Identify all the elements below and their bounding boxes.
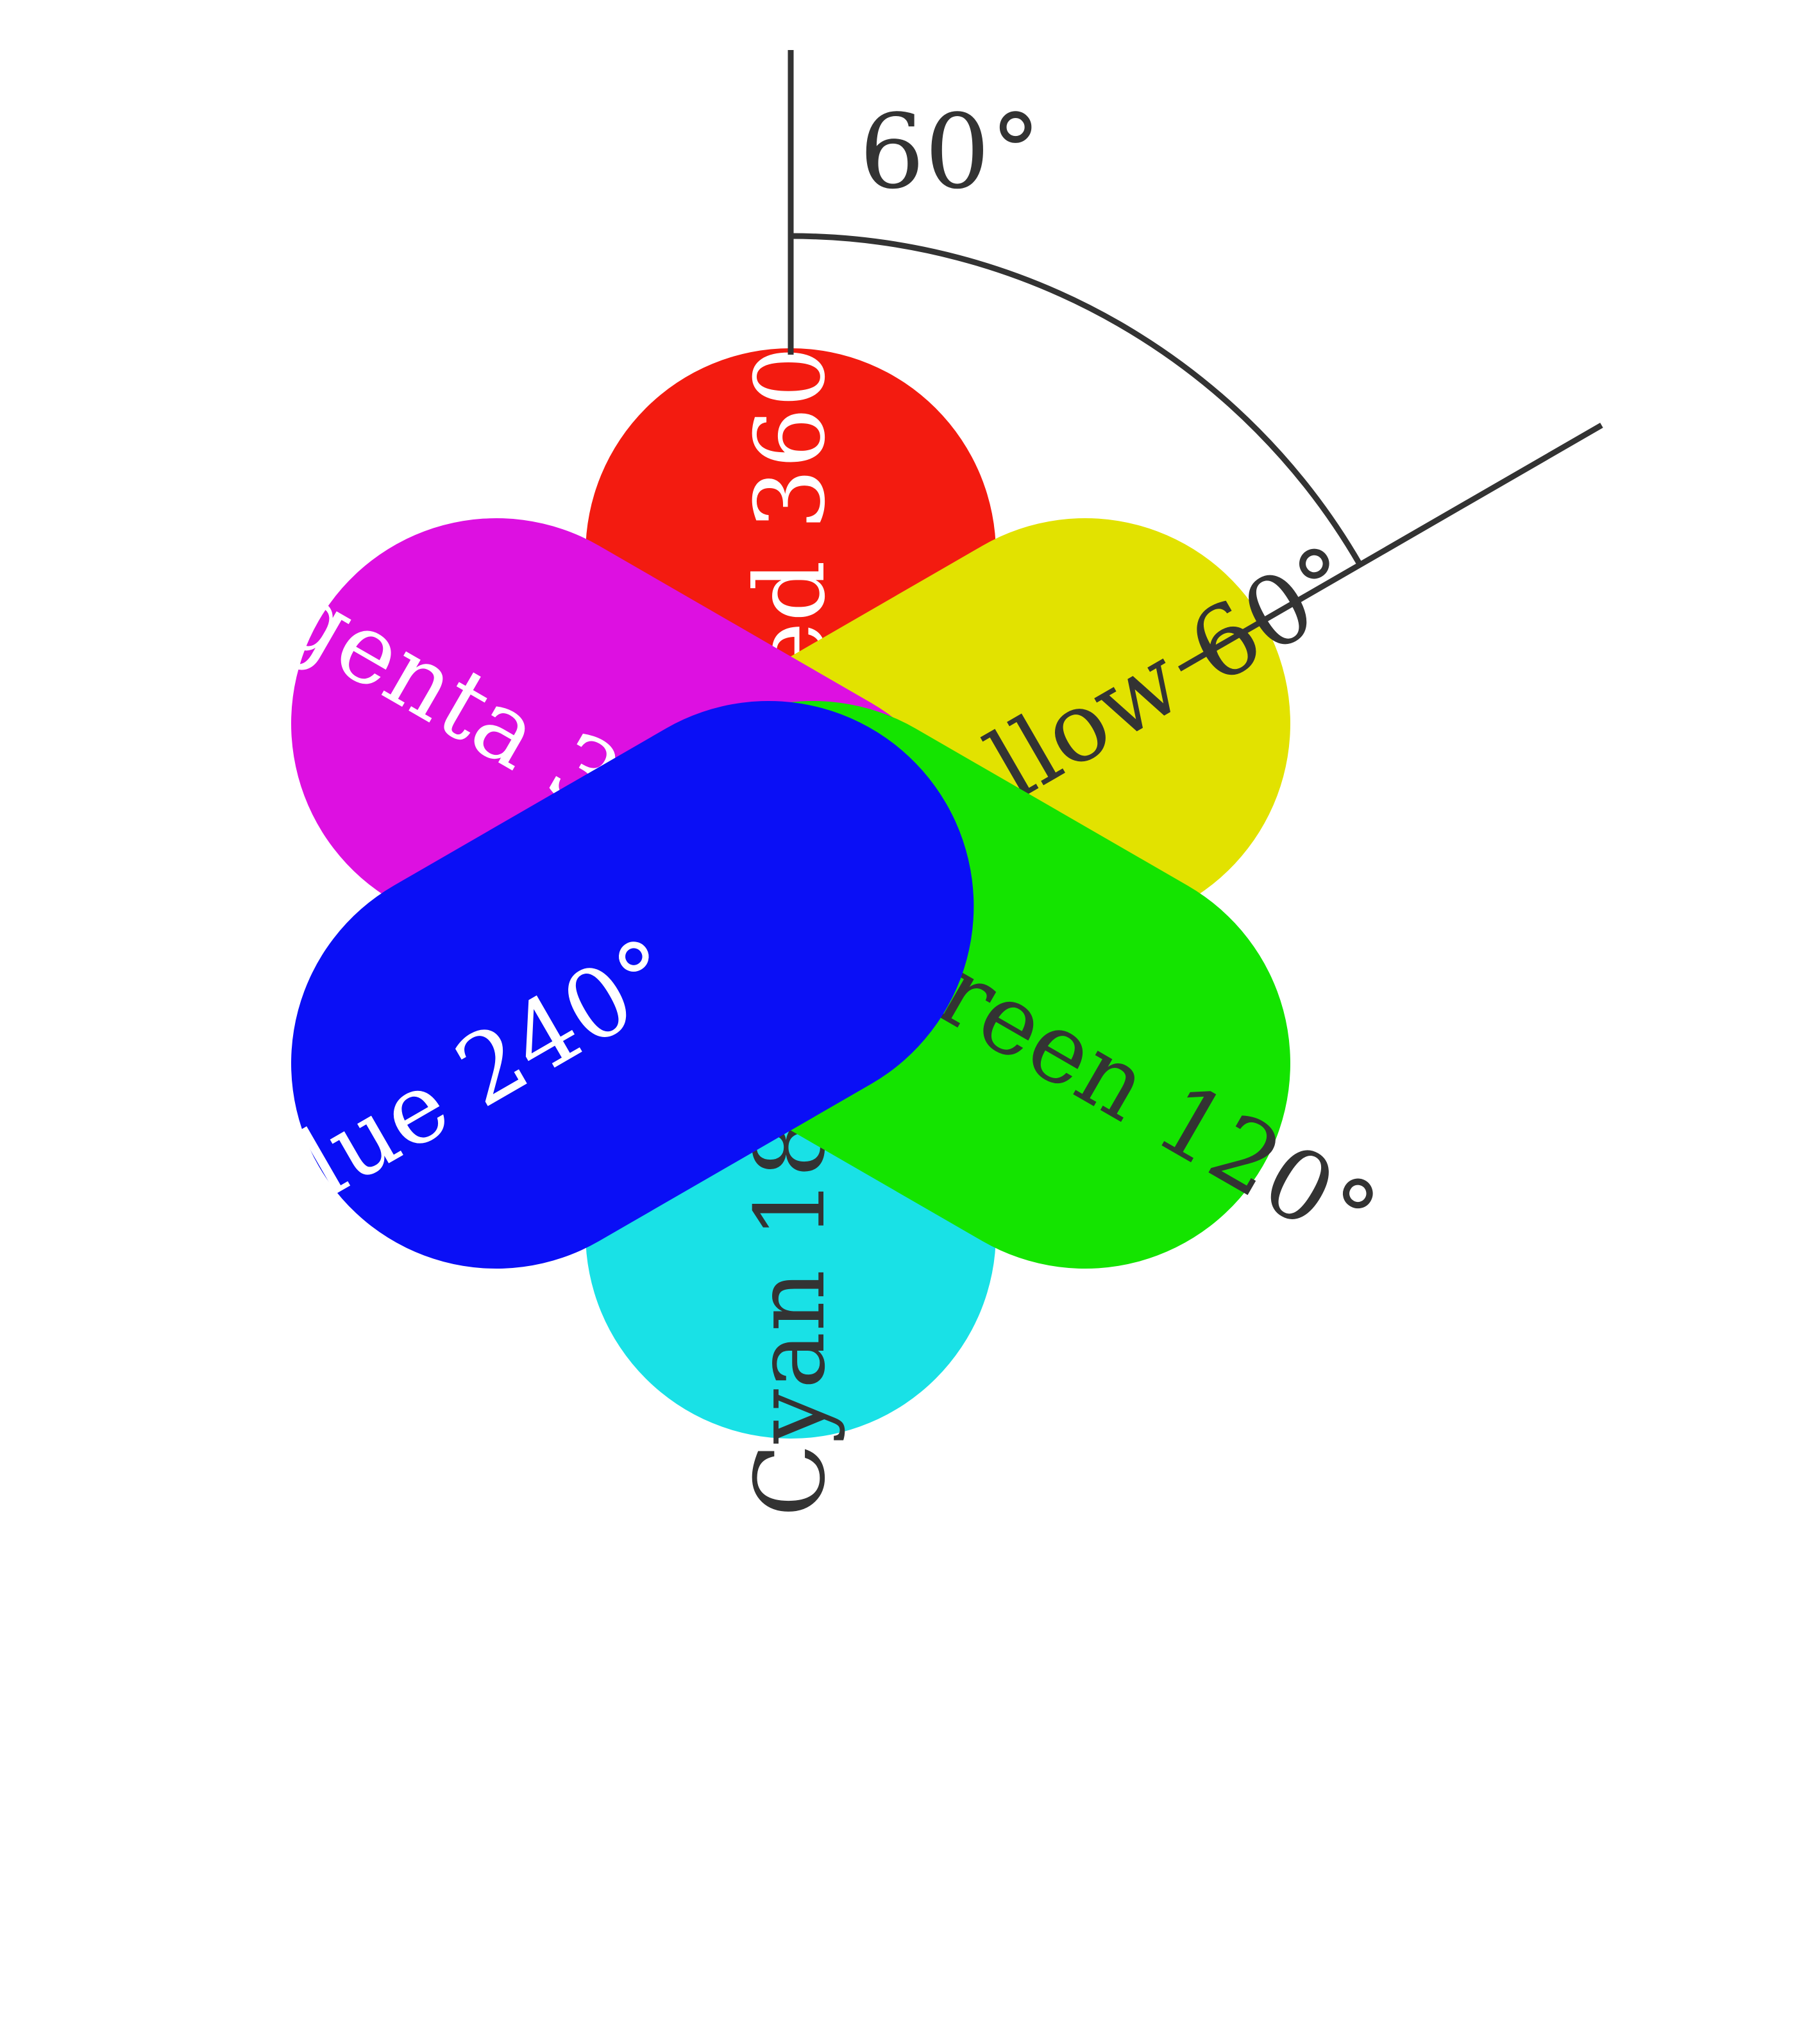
angle-marker-diagonal-line	[1177, 423, 1603, 671]
petal-blue-shape	[291, 701, 974, 1269]
petal-blue	[291, 701, 974, 1269]
angle-marker-label: 60°	[859, 92, 1041, 212]
angle-marker: 60°	[788, 50, 1603, 671]
petal-layer: Red 360° Yellow 60°Magenta 300°Cyan 180° G…	[129, 298, 1395, 1517]
angle-marker-arc	[790, 233, 1363, 566]
